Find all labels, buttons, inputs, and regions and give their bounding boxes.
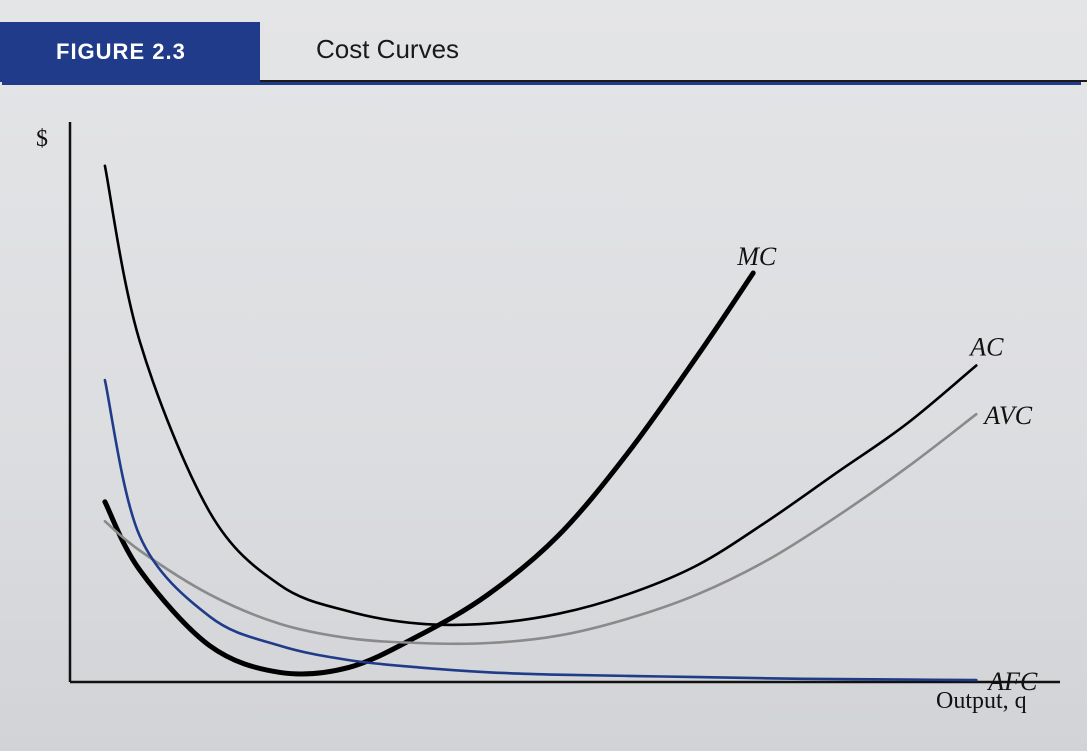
figure-frame-top <box>2 82 1081 85</box>
y-axis-label: $ <box>36 126 48 152</box>
series-line-avc <box>103 412 978 646</box>
header-rule <box>260 80 1087 82</box>
series-label-mc: MC <box>736 242 777 271</box>
series-line-mc <box>102 270 756 677</box>
x-axis-label: Output, q <box>936 688 1027 714</box>
series-labels: MC AC AVC AFC <box>736 242 1038 696</box>
series-line-afc <box>103 378 978 682</box>
figure-title: Cost Curves <box>316 34 460 64</box>
series-label-afc: AFC <box>986 667 1038 696</box>
series-label-ac: AC <box>968 333 1004 362</box>
series-line-ac <box>103 164 978 627</box>
x-axis-label-text: Output, q <box>936 688 1027 714</box>
series-label-avc: AVC <box>982 401 1032 430</box>
figure-header: FIGURE 2.3 Cost Curves <box>0 22 1087 82</box>
figure-number-badge: FIGURE 2.3 <box>0 22 260 82</box>
series-layer <box>102 164 978 682</box>
